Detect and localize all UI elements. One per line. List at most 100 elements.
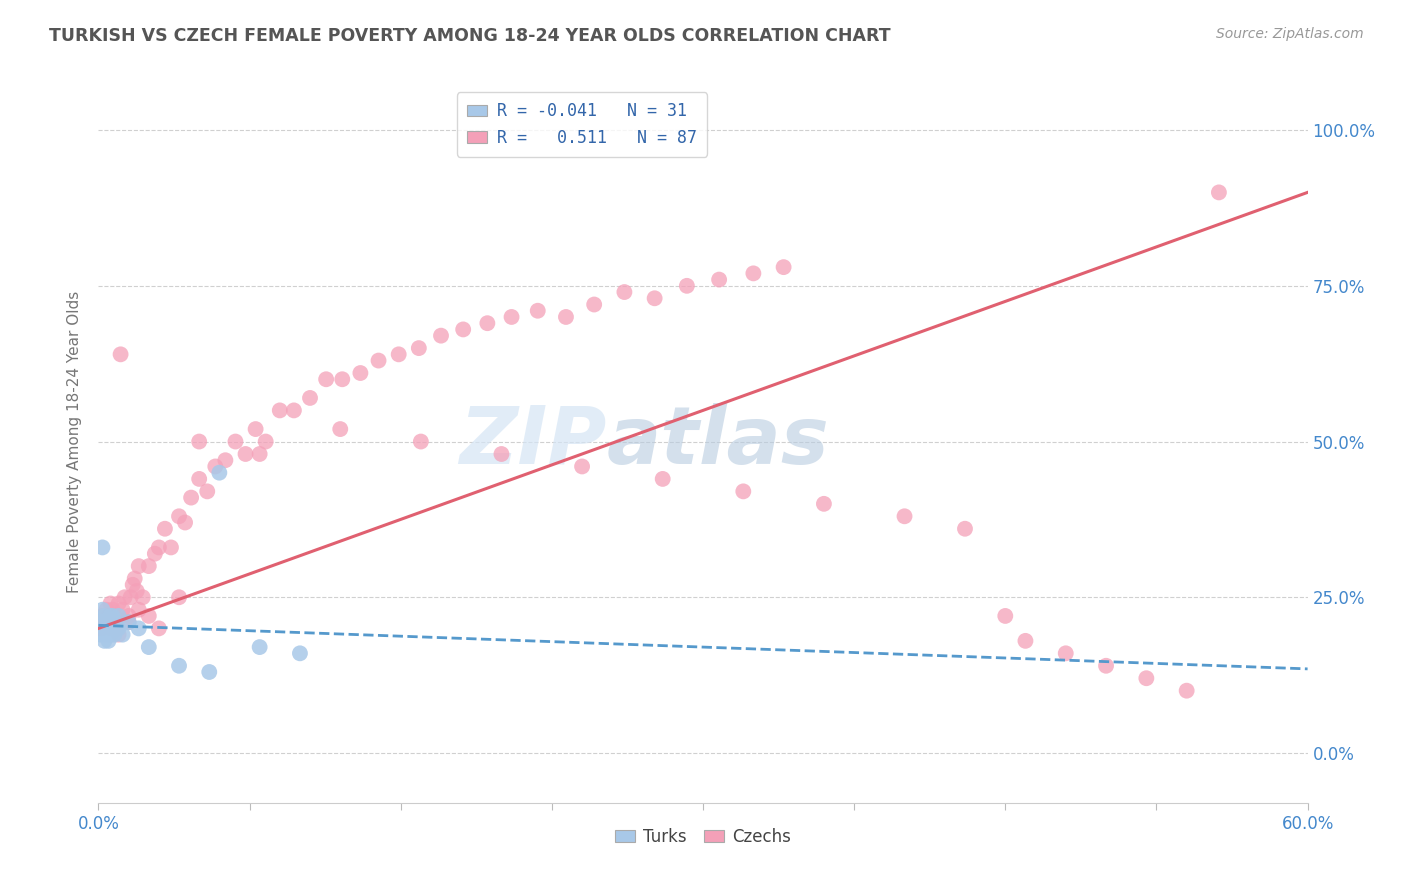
Point: [132, 591, 155, 605]
Point: [121, 578, 143, 592]
Point: [676, 278, 699, 293]
Point: [707, 272, 730, 286]
Legend: Turks, Czechs: Turks, Czechs: [609, 821, 797, 852]
Point: [138, 609, 160, 624]
Point: [555, 310, 578, 324]
Point: [96, 603, 118, 617]
Point: [143, 547, 166, 561]
Point: [583, 297, 606, 311]
Point: [953, 522, 976, 536]
Point: [105, 615, 128, 630]
Point: [153, 522, 176, 536]
Point: [198, 665, 221, 679]
Point: [994, 609, 1017, 624]
Point: [167, 591, 190, 605]
Point: [571, 459, 593, 474]
Point: [118, 615, 141, 630]
Point: [125, 584, 148, 599]
Point: [97, 633, 120, 648]
Point: [1054, 646, 1077, 660]
Point: [103, 615, 125, 630]
Point: [97, 609, 120, 624]
Point: [111, 627, 134, 641]
Point: [283, 403, 305, 417]
Y-axis label: Female Poverty Among 18-24 Year Olds: Female Poverty Among 18-24 Year Olds: [67, 291, 83, 592]
Point: [772, 260, 794, 274]
Point: [526, 303, 548, 318]
Point: [107, 627, 129, 641]
Point: [89, 615, 111, 630]
Point: [188, 472, 211, 486]
Point: [128, 603, 150, 617]
Point: [388, 347, 411, 361]
Point: [1208, 186, 1230, 200]
Point: [1135, 671, 1157, 685]
Text: TURKISH VS CZECH FEMALE POVERTY AMONG 18-24 YEAR OLDS CORRELATION CHART: TURKISH VS CZECH FEMALE POVERTY AMONG 18…: [49, 27, 891, 45]
Point: [367, 353, 389, 368]
Point: [96, 609, 118, 624]
Point: [299, 391, 322, 405]
Point: [245, 422, 267, 436]
Point: [501, 310, 523, 324]
Point: [89, 621, 111, 635]
Point: [93, 615, 115, 630]
Point: [733, 484, 755, 499]
Point: [107, 621, 129, 635]
Point: [120, 591, 142, 605]
Point: [315, 372, 337, 386]
Point: [148, 541, 170, 555]
Point: [103, 615, 125, 630]
Point: [111, 603, 134, 617]
Point: [249, 447, 271, 461]
Point: [93, 633, 115, 648]
Point: [138, 559, 160, 574]
Point: [214, 453, 236, 467]
Point: [96, 615, 118, 630]
Point: [651, 472, 673, 486]
Point: [100, 597, 122, 611]
Point: [208, 466, 231, 480]
Point: [644, 291, 666, 305]
Point: [409, 434, 432, 449]
Point: [1095, 658, 1118, 673]
Point: [105, 621, 128, 635]
Point: [93, 609, 115, 624]
Point: [195, 484, 218, 499]
Point: [613, 285, 636, 299]
Point: [254, 434, 277, 449]
Point: [430, 328, 453, 343]
Point: [408, 341, 430, 355]
Point: [1175, 683, 1198, 698]
Point: [124, 572, 146, 586]
Point: [107, 597, 129, 611]
Point: [138, 640, 160, 654]
Point: [91, 609, 114, 624]
Point: [97, 621, 120, 635]
Point: [103, 627, 125, 641]
Point: [491, 447, 513, 461]
Point: [742, 266, 765, 280]
Point: [269, 403, 291, 417]
Point: [128, 621, 150, 635]
Point: [224, 434, 246, 449]
Point: [148, 621, 170, 635]
Point: [93, 621, 115, 635]
Point: [329, 422, 352, 436]
Point: [110, 347, 132, 361]
Point: [114, 591, 136, 605]
Point: [100, 615, 122, 630]
Point: [893, 509, 915, 524]
Point: [101, 609, 124, 624]
Point: [477, 316, 499, 330]
Point: [128, 559, 150, 574]
Point: [1014, 633, 1036, 648]
Point: [349, 366, 371, 380]
Point: [204, 459, 226, 474]
Point: [167, 509, 190, 524]
Point: [101, 621, 124, 635]
Point: [91, 603, 114, 617]
Point: [813, 497, 835, 511]
Point: [235, 447, 257, 461]
Point: [330, 372, 353, 386]
Point: [451, 322, 474, 336]
